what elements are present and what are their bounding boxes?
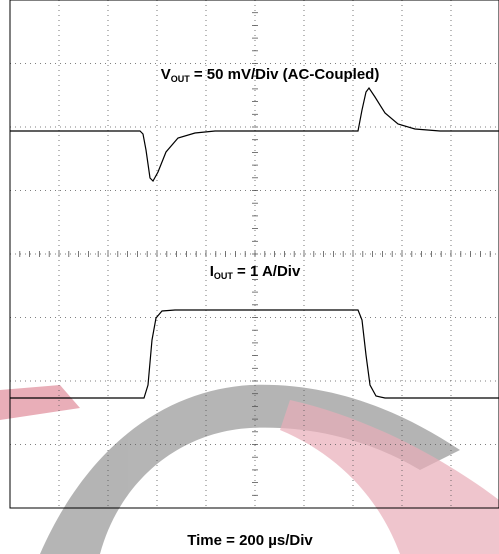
watermark: [0, 384, 499, 554]
vout-trace: [10, 86, 499, 182]
time-label: Time = 200 µs/Div: [187, 532, 313, 549]
graticule: [9, 0, 499, 509]
iout-trace: [10, 309, 499, 399]
iout-label: IOUT = 1 A/Div: [210, 263, 301, 281]
vout-label: VOUT = 50 mV/Div (AC-Coupled): [161, 66, 380, 84]
plot-border: [9, 0, 499, 509]
